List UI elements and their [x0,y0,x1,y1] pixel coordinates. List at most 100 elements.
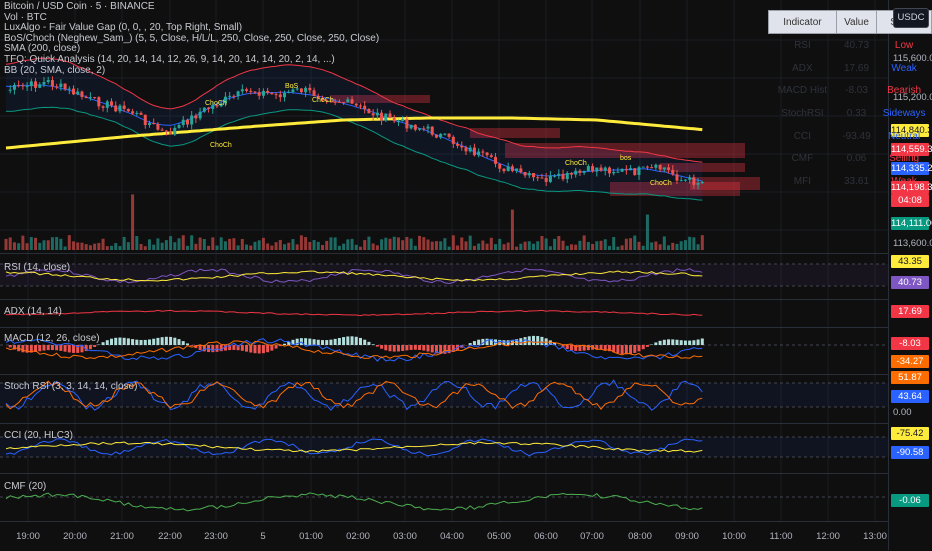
candle-body [190,115,193,124]
macd-histogram-bar [642,345,645,349]
macd-histogram-bar [55,345,58,350]
volume-bar [477,244,480,250]
volume-bar [422,237,425,250]
macd-histogram-bar [329,340,332,345]
pane-divider[interactable] [0,374,888,375]
legend: Bitcoin / USD Coin · 5 · BINANCE Vol · B… [4,2,379,76]
indicator-value: 17.69 [836,57,876,80]
macd-tag: -34.27 [891,355,929,368]
candle-body [144,115,147,125]
adx-pane-label[interactable]: ADX (14, 14) [4,306,62,317]
candle-body [186,120,189,125]
candle-body [384,114,387,121]
rsi-pane-label[interactable]: RSI (14, close) [4,262,70,273]
macd-pane-label[interactable]: MACD (12, 26, close) [4,333,100,344]
volume-bar [612,237,615,250]
cci-tag: -90.58 [891,446,929,459]
candle-body [418,128,421,129]
stoch-pane-label[interactable]: Stoch RSI (3, 3, 14, 14, close) [4,381,137,392]
candle-body [393,118,396,121]
volume-bar [557,236,560,250]
cmf-pane-label[interactable]: CMF (20) [4,481,46,492]
candle-body [59,84,62,87]
macd-histogram-bar [313,339,316,345]
volume-bar [291,239,294,250]
pane-divider[interactable] [0,473,888,474]
stoch-zero-label: 0.00 [893,407,912,418]
volume-bar [532,244,535,250]
volume-bar [397,237,400,250]
volume-bar [135,236,138,250]
candle-body [367,109,370,113]
macd-histogram-bar [89,345,92,349]
volume-bar [76,242,79,250]
volume-bar [494,244,497,250]
time-label: 5 [260,531,265,542]
macd-histogram-bar [701,338,704,345]
volume-bar [570,244,573,250]
macd-histogram-bar [9,345,12,347]
macd-histogram-bar [270,345,273,351]
macd-histogram-bar [148,339,151,345]
candle-body [51,80,54,86]
candle-body [616,172,619,173]
candle-body [148,123,151,125]
macd-histogram-bar [93,345,96,347]
candle-body [481,152,484,153]
legend-quick-analysis[interactable]: TFQ: Quick Analysis (14, 20, 14, 14, 12,… [4,55,379,66]
volume-bar [317,242,320,250]
candle-body [178,125,181,128]
volume-bar [443,238,446,250]
candle-body [397,121,400,122]
candle-body [93,97,96,98]
macd-histogram-bar [363,340,366,345]
volume-bar [578,241,581,250]
volume-bar [228,239,231,250]
macd-histogram-bar [646,345,649,347]
legend-bb[interactable]: BB (20, SMA, close, 2) [4,66,379,77]
candle-body [270,93,273,94]
macd-histogram-bar [59,345,62,351]
macd-histogram-bar [140,340,143,345]
pane-divider[interactable] [0,253,888,254]
volume-bar [667,245,670,250]
time-label: 09:00 [675,531,699,542]
macd-histogram-bar [211,345,214,352]
macd-histogram-bar [338,338,341,345]
candle-body [604,168,607,171]
volume-bar [608,246,611,250]
macd-histogram-bar [51,345,54,350]
macd-histogram-bar [169,337,172,345]
pane-divider[interactable] [0,423,888,424]
volume-bar [604,239,607,250]
currency-button[interactable]: USDC [893,8,929,28]
time-label: 04:00 [440,531,464,542]
macd-histogram-bar [317,340,320,345]
pane-divider[interactable] [0,327,888,328]
macd-histogram-bar [249,345,252,353]
volume-bar [127,242,130,250]
macd-histogram-bar [604,345,607,350]
symbol-title[interactable]: Bitcoin / USD Coin · 5 · BINANCE [4,2,379,13]
cci-pane-label[interactable]: CCI (20, HLC3) [4,430,73,441]
pane-divider[interactable] [0,299,888,300]
macd-histogram-bar [376,345,379,347]
volume-bar [21,236,24,250]
candle-body [245,89,248,91]
candle-body [587,166,590,171]
volume-bar [384,238,387,250]
macd-histogram-bar [680,340,683,345]
candle-body [600,168,603,171]
volume-bar [245,245,248,250]
macd-histogram-bar [262,345,265,353]
volume-bar [258,240,261,250]
macd-histogram-bar [68,345,71,352]
candle-body [80,92,83,97]
macd-histogram-bar [697,340,700,345]
volume-bar [562,241,565,250]
volume-bar [545,238,548,250]
